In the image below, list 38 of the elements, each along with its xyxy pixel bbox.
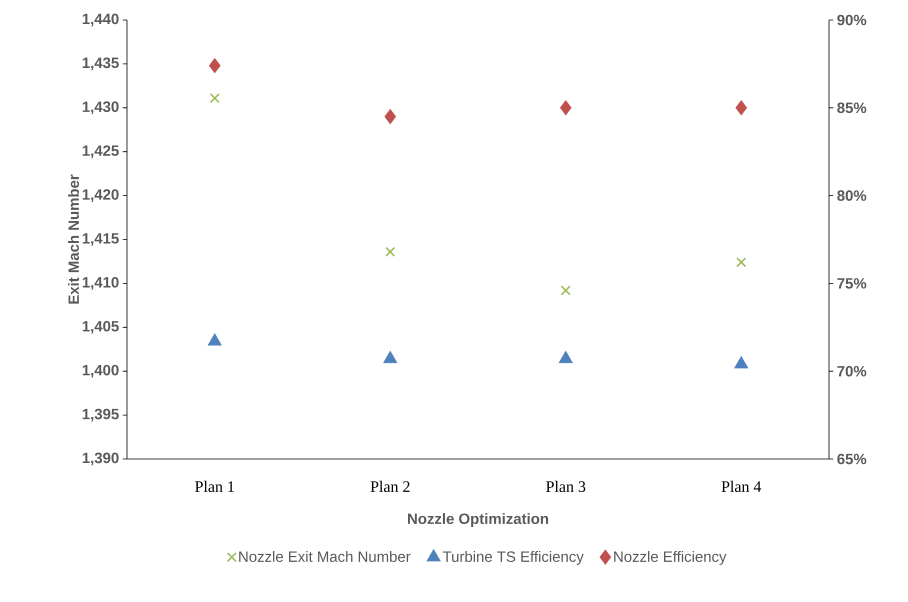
y2-tick-label: 65%: [837, 454, 866, 464]
y2-tick-label: 70%: [837, 366, 866, 376]
point: [385, 246, 396, 257]
y-tick-label: 1,410: [82, 277, 119, 290]
y-tick-label: 1,420: [82, 189, 119, 202]
y2-tick-label: 85%: [837, 102, 866, 114]
y2-tick-label: 75%: [837, 278, 866, 289]
point: [560, 100, 572, 116]
y-tick-label: 1,415: [82, 233, 119, 246]
point: [384, 108, 396, 124]
y-tick-label: 1,430: [82, 101, 119, 114]
x-tick-label: Plan 3: [546, 480, 586, 492]
point: [558, 350, 573, 364]
y-tick-label: 1,440: [82, 14, 119, 26]
point: [734, 356, 748, 368]
y-tick-label: 1,435: [82, 58, 119, 70]
y-tick-label: 1,395: [82, 408, 119, 422]
legend-label: Nozzle Efficiency: [614, 550, 726, 565]
y2-tick-label: 90%: [837, 14, 866, 26]
point: [560, 285, 571, 296]
y-axis-title: Exit Mach Number: [68, 174, 79, 304]
y-tick-label: 1,405: [82, 320, 119, 334]
x-axis-title: Nozzle Optimization: [408, 513, 548, 528]
legend-label: Nozzle Exit Mach Number: [239, 550, 410, 562]
point: [210, 93, 220, 104]
legend-label: Turbine TS Efficiency: [442, 550, 584, 565]
x-tick-label: Plan 4: [722, 480, 762, 492]
point: [736, 257, 746, 268]
y-tick-label: 1,425: [82, 145, 119, 158]
point: [208, 58, 221, 74]
y-tick-label: 1,390: [82, 452, 119, 466]
y2-tick-label: 80%: [837, 190, 866, 201]
point: [208, 333, 222, 346]
point: [383, 350, 398, 364]
y-tick-label: 1,400: [82, 364, 119, 378]
point: [735, 100, 748, 116]
x-tick-label: Plan 1: [195, 480, 234, 492]
x-tick-label: Plan 2: [370, 480, 410, 492]
